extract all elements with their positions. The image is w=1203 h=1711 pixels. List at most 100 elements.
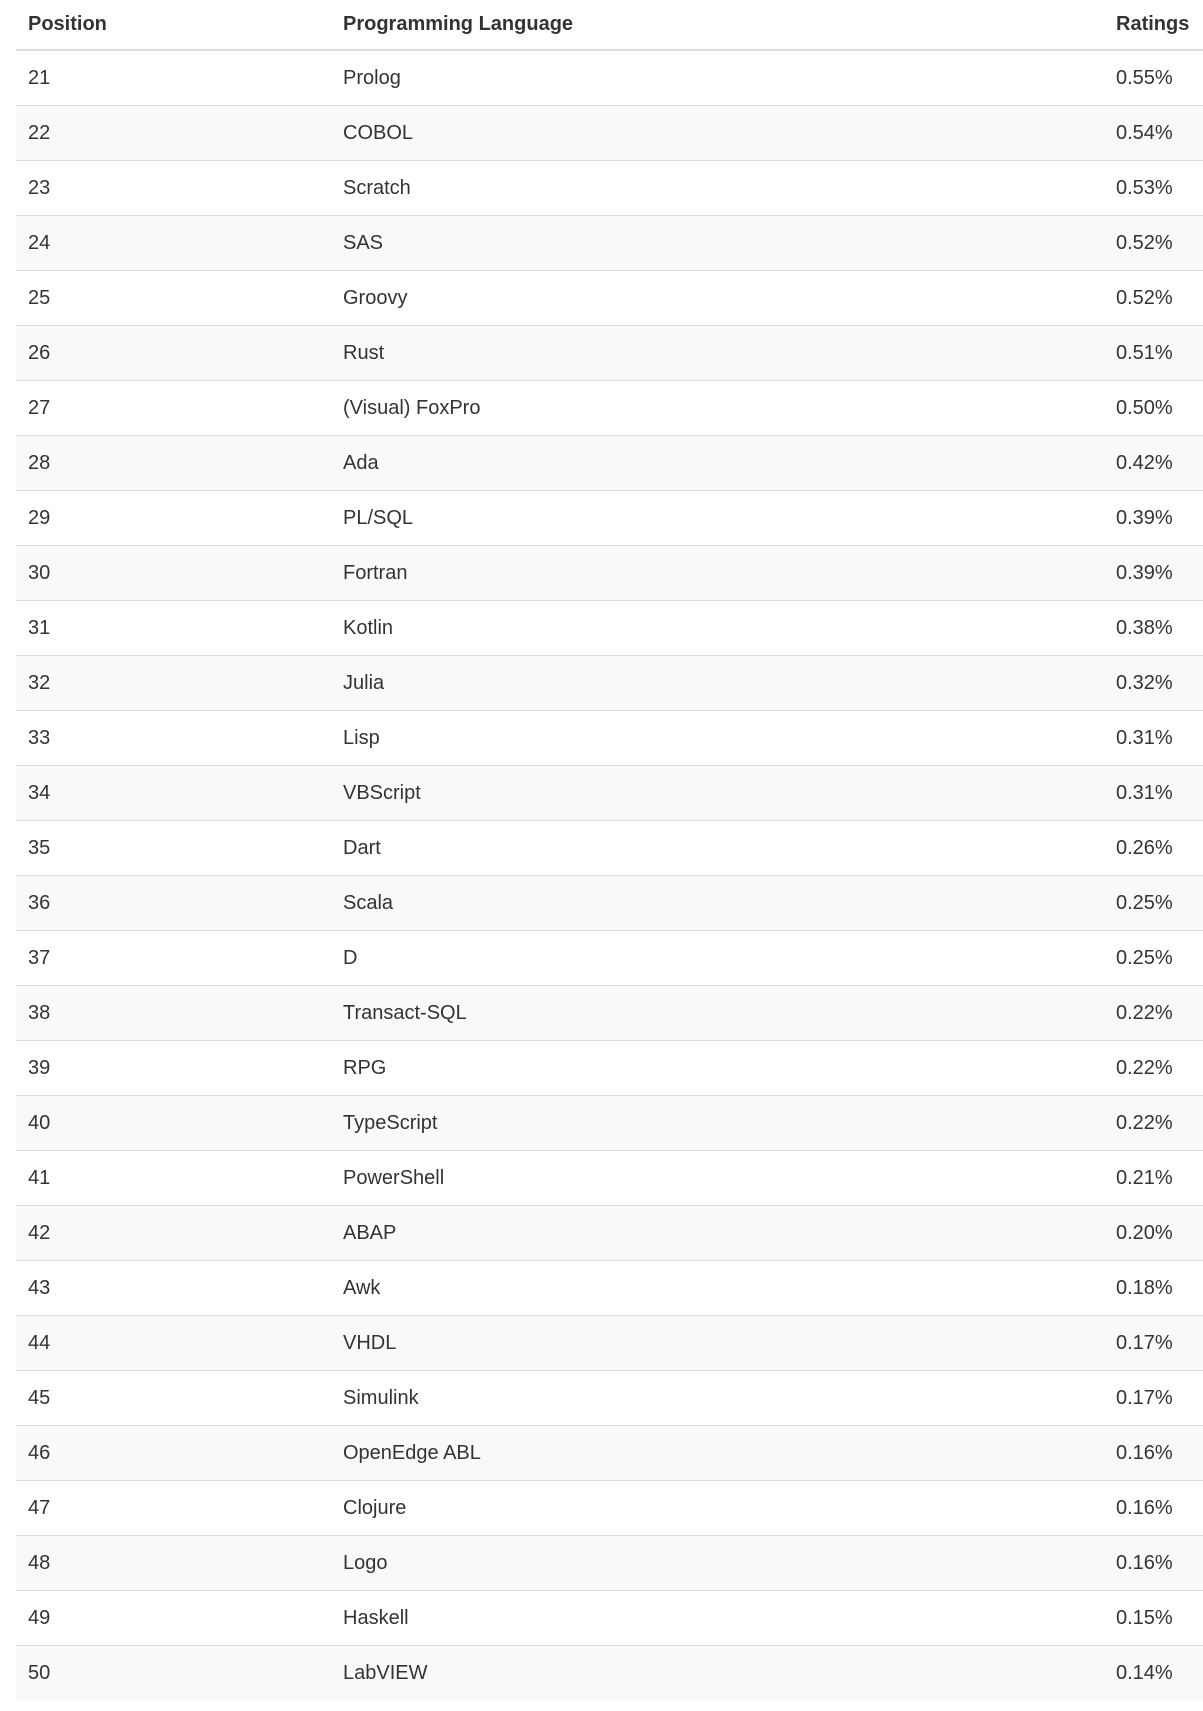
cell-position: 43 <box>16 1260 331 1316</box>
table-row: 33 Lisp 0.31% <box>16 710 1203 766</box>
cell-ratings: 0.39% <box>1104 545 1203 601</box>
cell-ratings: 0.18% <box>1104 1260 1203 1316</box>
table-row: 26 Rust 0.51% <box>16 325 1203 381</box>
cell-programming-language: TypeScript <box>331 1095 1104 1151</box>
cell-ratings: 0.17% <box>1104 1315 1203 1371</box>
cell-programming-language: Prolog <box>331 50 1104 106</box>
cell-programming-language: Scala <box>331 875 1104 931</box>
cell-ratings: 0.21% <box>1104 1150 1203 1206</box>
cell-programming-language: Logo <box>331 1535 1104 1591</box>
cell-ratings: 0.25% <box>1104 930 1203 986</box>
header-programming-language: Programming Language <box>331 0 1104 51</box>
cell-ratings: 0.39% <box>1104 490 1203 546</box>
table-row: 32 Julia 0.32% <box>16 655 1203 711</box>
cell-programming-language: VHDL <box>331 1315 1104 1371</box>
header-position: Position <box>16 0 331 51</box>
cell-ratings: 0.50% <box>1104 380 1203 436</box>
cell-position: 22 <box>16 105 331 161</box>
cell-position: 46 <box>16 1425 331 1481</box>
table-row: 31 Kotlin 0.38% <box>16 600 1203 656</box>
cell-ratings: 0.31% <box>1104 765 1203 821</box>
cell-programming-language: Rust <box>331 325 1104 381</box>
cell-position: 30 <box>16 545 331 601</box>
table-row: 35 Dart 0.26% <box>16 820 1203 876</box>
table-row: 45 Simulink 0.17% <box>16 1370 1203 1426</box>
cell-position: 25 <box>16 270 331 326</box>
cell-programming-language: PowerShell <box>331 1150 1104 1206</box>
cell-position: 26 <box>16 325 331 381</box>
cell-ratings: 0.20% <box>1104 1205 1203 1261</box>
table-row: 30 Fortran 0.39% <box>16 545 1203 601</box>
cell-ratings: 0.15% <box>1104 1590 1203 1646</box>
table-row: 21 Prolog 0.55% <box>16 50 1203 106</box>
cell-ratings: 0.53% <box>1104 160 1203 216</box>
table-row: 48 Logo 0.16% <box>16 1535 1203 1591</box>
table-row: 43 Awk 0.18% <box>16 1260 1203 1316</box>
cell-ratings: 0.16% <box>1104 1480 1203 1536</box>
cell-programming-language: Groovy <box>331 270 1104 326</box>
cell-programming-language: Transact-SQL <box>331 985 1104 1041</box>
cell-programming-language: Fortran <box>331 545 1104 601</box>
table-row: 24 SAS 0.52% <box>16 215 1203 271</box>
ranking-table-container: Position Programming Language Ratings 21… <box>16 0 1203 1700</box>
cell-position: 31 <box>16 600 331 656</box>
cell-position: 36 <box>16 875 331 931</box>
ranking-table: Position Programming Language Ratings 21… <box>16 0 1203 1700</box>
cell-position: 39 <box>16 1040 331 1096</box>
cell-position: 24 <box>16 215 331 271</box>
cell-programming-language: Julia <box>331 655 1104 711</box>
table-row: 27 (Visual) FoxPro 0.50% <box>16 380 1203 436</box>
table-row: 39 RPG 0.22% <box>16 1040 1203 1096</box>
table-row: 46 OpenEdge ABL 0.16% <box>16 1425 1203 1481</box>
cell-ratings: 0.31% <box>1104 710 1203 766</box>
cell-position: 34 <box>16 765 331 821</box>
table-row: 36 Scala 0.25% <box>16 875 1203 931</box>
cell-position: 48 <box>16 1535 331 1591</box>
cell-ratings: 0.22% <box>1104 985 1203 1041</box>
table-row: 44 VHDL 0.17% <box>16 1315 1203 1371</box>
cell-ratings: 0.25% <box>1104 875 1203 931</box>
cell-ratings: 0.22% <box>1104 1095 1203 1151</box>
table-row: 22 COBOL 0.54% <box>16 105 1203 161</box>
cell-position: 50 <box>16 1645 331 1700</box>
cell-ratings: 0.14% <box>1104 1645 1203 1700</box>
cell-ratings: 0.22% <box>1104 1040 1203 1096</box>
cell-position: 49 <box>16 1590 331 1646</box>
cell-programming-language: OpenEdge ABL <box>331 1425 1104 1481</box>
cell-programming-language: Clojure <box>331 1480 1104 1536</box>
header-ratings: Ratings <box>1104 0 1203 51</box>
table-header: Position Programming Language Ratings <box>16 0 1203 51</box>
cell-position: 32 <box>16 655 331 711</box>
cell-programming-language: SAS <box>331 215 1104 271</box>
table-row: 34 VBScript 0.31% <box>16 765 1203 821</box>
cell-programming-language: Ada <box>331 435 1104 491</box>
cell-position: 47 <box>16 1480 331 1536</box>
cell-position: 33 <box>16 710 331 766</box>
table-row: 38 Transact-SQL 0.22% <box>16 985 1203 1041</box>
table-row: 41 PowerShell 0.21% <box>16 1150 1203 1206</box>
cell-ratings: 0.42% <box>1104 435 1203 491</box>
cell-position: 45 <box>16 1370 331 1426</box>
cell-ratings: 0.16% <box>1104 1535 1203 1591</box>
table-row: 25 Groovy 0.52% <box>16 270 1203 326</box>
table-row: 40 TypeScript 0.22% <box>16 1095 1203 1151</box>
table-row: 28 Ada 0.42% <box>16 435 1203 491</box>
cell-programming-language: Haskell <box>331 1590 1104 1646</box>
cell-programming-language: COBOL <box>331 105 1104 161</box>
cell-programming-language: Dart <box>331 820 1104 876</box>
cell-programming-language: D <box>331 930 1104 986</box>
cell-position: 38 <box>16 985 331 1041</box>
cell-position: 44 <box>16 1315 331 1371</box>
cell-programming-language: Scratch <box>331 160 1104 216</box>
cell-programming-language: PL/SQL <box>331 490 1104 546</box>
cell-position: 40 <box>16 1095 331 1151</box>
cell-position: 42 <box>16 1205 331 1261</box>
cell-ratings: 0.55% <box>1104 50 1203 106</box>
table-row: 37 D 0.25% <box>16 930 1203 986</box>
cell-position: 41 <box>16 1150 331 1206</box>
cell-programming-language: Lisp <box>331 710 1104 766</box>
table-row: 29 PL/SQL 0.39% <box>16 490 1203 546</box>
cell-programming-language: LabVIEW <box>331 1645 1104 1700</box>
table-body: 21 Prolog 0.55% 22 COBOL 0.54% 23 Scratch 0.53% 2… <box>16 50 1203 1700</box>
cell-programming-language: (Visual) FoxPro <box>331 380 1104 436</box>
